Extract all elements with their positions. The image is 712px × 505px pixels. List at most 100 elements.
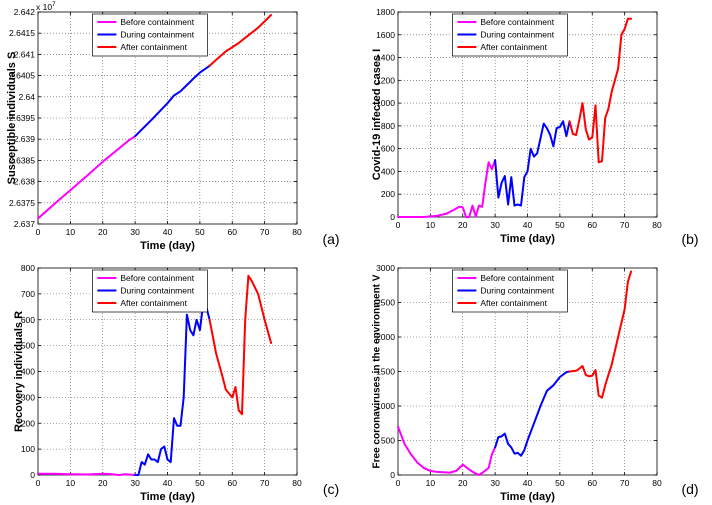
- y-tick-label: 2000: [376, 332, 395, 342]
- y-tick-label: 0: [390, 212, 395, 222]
- x-axis-label: Time (day): [140, 240, 195, 252]
- y-tick-label: 1800: [376, 7, 395, 17]
- y-tick-label: 100: [21, 444, 35, 454]
- panel-label: (d): [681, 481, 698, 497]
- y-tick-label: 1000: [376, 401, 395, 411]
- y-tick-label: 2.639: [14, 134, 36, 144]
- x-tick-label: 40: [163, 227, 173, 237]
- legend-label: After containment: [480, 42, 547, 52]
- x-tick-label: 60: [228, 227, 238, 237]
- panel-a: 0 10 20 30 40 50 60 70 80 2.637 2.6375 2.638 2.6385 2…: [6, 1, 339, 252]
- series-line-before: [37, 472, 137, 476]
- x-tick-label: 0: [396, 220, 401, 230]
- y-axis-label: Susceptible individuals S: [6, 52, 18, 185]
- series-line-after: [208, 14, 273, 67]
- y-tick-label: 2500: [376, 298, 395, 308]
- y-tick-label: 500: [21, 341, 35, 351]
- panel-label: (c): [323, 481, 339, 497]
- panel-c: 0 10 20 30 40 50 60 70 8001002003004005006007008…: [13, 263, 339, 503]
- panel-d: 0 10 20 30 40 50 60 70 80 0 500 1000 1500 2000 2500 300…: [371, 263, 698, 503]
- legend-label: Before containment: [120, 17, 194, 27]
- y-tick-label: 200: [381, 189, 395, 199]
- y-tick-label: 2.6415: [9, 28, 35, 38]
- y-tick-label: 1600: [376, 30, 395, 40]
- y-axis-label: Free coronaviruses in the environment V: [371, 274, 382, 468]
- x-tick-label: 20: [98, 227, 108, 237]
- y-tick-label: 3000: [376, 263, 395, 273]
- y-tick-label: 0: [30, 470, 35, 480]
- legend-label: After containment: [480, 298, 547, 308]
- legend-label: Before containment: [480, 273, 554, 283]
- x-tick-label: 40: [163, 478, 173, 488]
- x-axis-label: Time (day): [500, 491, 555, 503]
- legend-label: During containment: [120, 30, 194, 40]
- x-tick-label: 30: [130, 478, 140, 488]
- y-tick-label: 1400: [376, 53, 395, 63]
- y-tick-label: 200: [21, 418, 35, 428]
- y-tick-label: 600: [21, 315, 35, 325]
- x-tick-label: 50: [195, 227, 205, 237]
- series-line-during: [134, 303, 211, 476]
- panel-b: 0 10 20 30 40 50 60 70 8002004006008001000120014…: [371, 7, 698, 247]
- x-axis-label: Time (day): [500, 233, 555, 245]
- y-tick-label: 2.64: [18, 92, 35, 102]
- series-line-during: [494, 370, 571, 457]
- x-tick-label: 80: [652, 220, 662, 230]
- x-tick-label: 50: [555, 478, 565, 488]
- legend-label: Before containment: [120, 273, 194, 283]
- y-exponent-label: x 10: [36, 2, 52, 12]
- x-tick-label: 10: [426, 478, 436, 488]
- panel-label: (b): [681, 231, 698, 247]
- y-tick-label: 400: [381, 166, 395, 176]
- x-tick-label: 20: [458, 478, 468, 488]
- legend-label: During containment: [480, 30, 554, 40]
- legend-label: Before containment: [480, 17, 554, 27]
- y-tick-label: 800: [381, 121, 395, 131]
- x-tick-label: 70: [260, 227, 270, 237]
- y-exponent-power: 7: [52, 1, 56, 8]
- y-tick-label: 2.642: [14, 7, 36, 17]
- y-tick-label: 2.6405: [9, 71, 35, 81]
- series-line-during: [494, 120, 571, 207]
- x-tick-label: 0: [36, 478, 41, 488]
- y-tick-label: 2.638: [14, 177, 36, 187]
- x-tick-label: 80: [292, 478, 302, 488]
- x-tick-label: 70: [260, 478, 270, 488]
- y-tick-label: 800: [21, 263, 35, 273]
- y-tick-label: 500: [381, 436, 395, 446]
- x-tick-label: 40: [523, 220, 533, 230]
- x-tick-label: 60: [228, 478, 238, 488]
- series-line-before: [37, 135, 137, 220]
- x-tick-label: 50: [555, 220, 565, 230]
- x-tick-label: 10: [66, 227, 76, 237]
- x-tick-label: 70: [620, 478, 630, 488]
- x-tick-label: 80: [652, 478, 662, 488]
- y-tick-label: 1500: [376, 367, 395, 377]
- y-axis-label: Covid-19 infected cases I: [371, 49, 383, 180]
- y-tick-label: 2.6395: [9, 113, 35, 123]
- x-axis-label: Time (day): [140, 491, 195, 503]
- x-tick-label: 20: [98, 478, 108, 488]
- y-tick-label: 600: [381, 144, 395, 154]
- x-tick-label: 30: [490, 220, 500, 230]
- series-line-after: [568, 17, 633, 164]
- y-tick-label: 2.6385: [9, 155, 35, 165]
- legend-label: After containment: [120, 298, 187, 308]
- x-tick-label: 0: [396, 478, 401, 488]
- legend-label: During containment: [120, 286, 194, 296]
- legend-label: During containment: [480, 286, 554, 296]
- x-tick-label: 40: [523, 478, 533, 488]
- y-tick-label: 300: [21, 392, 35, 402]
- x-tick-label: 60: [588, 220, 598, 230]
- series-line-before: [397, 159, 497, 218]
- y-tick-label: 1200: [376, 75, 395, 85]
- x-tick-label: 0: [36, 227, 41, 237]
- series-line-during: [134, 64, 211, 138]
- x-tick-label: 10: [66, 478, 76, 488]
- y-tick-label: 0: [390, 470, 395, 480]
- series-line-after: [208, 274, 273, 416]
- x-tick-label: 70: [620, 220, 630, 230]
- y-axis-label: Recovery individuals R: [13, 311, 25, 432]
- series-line-before: [397, 425, 497, 476]
